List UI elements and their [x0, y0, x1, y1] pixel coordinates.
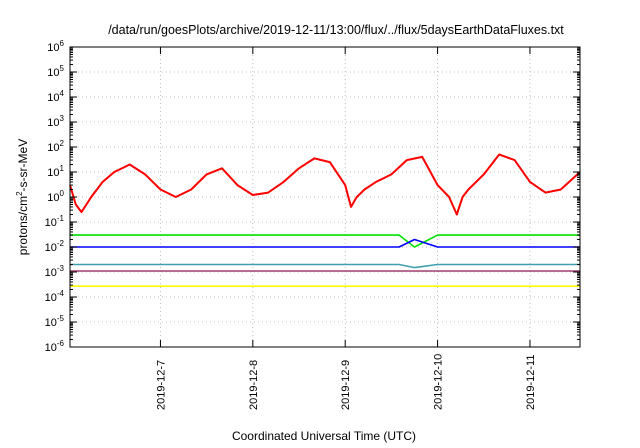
y-tick-label: 10-5 — [45, 314, 65, 329]
y-tick-label: 10-6 — [45, 339, 65, 354]
y-tick-label: 10-4 — [45, 289, 65, 304]
series-line-3 — [70, 263, 580, 269]
y-tick-label: 10-2 — [45, 239, 65, 254]
y-tick-label: 10-1 — [45, 214, 65, 229]
y-tick-label: 10-3 — [45, 264, 65, 279]
y-axis-label: protons/cm2-s-sr-MeV — [15, 139, 30, 255]
y-tick-label: 103 — [47, 114, 64, 129]
grid-lines — [70, 47, 580, 347]
x-tick-label: 2019-12-9 — [340, 360, 352, 410]
x-axis-label: Coordinated Universal Time (UTC) — [232, 429, 416, 443]
series-line-0 — [69, 153, 581, 216]
series-line-2 — [70, 238, 580, 248]
y-tick-label: 105 — [47, 64, 64, 79]
x-tick-label: 2019-12-7 — [155, 360, 167, 410]
x-tick-label: 2019-12-8 — [248, 360, 260, 410]
y-tick-label: 102 — [47, 139, 64, 154]
data-series — [69, 153, 581, 288]
y-tick-label: 104 — [47, 89, 64, 104]
axis-ticks: 10-6 10-5 10-4 10-3 10-2 10-1 100 101 102 103 104 1… — [45, 39, 580, 410]
y-tick-label: 100 — [47, 189, 64, 204]
chart-title: /data/run/goesPlots/archive/2019-12-11/1… — [108, 23, 564, 37]
y-tick-label: 101 — [47, 164, 64, 179]
y-tick-label: 106 — [47, 39, 64, 54]
series-line-1 — [70, 234, 580, 248]
x-tick-label: 2019-12-10 — [433, 354, 445, 410]
x-tick-label: 2019-12-11 — [525, 355, 537, 410]
